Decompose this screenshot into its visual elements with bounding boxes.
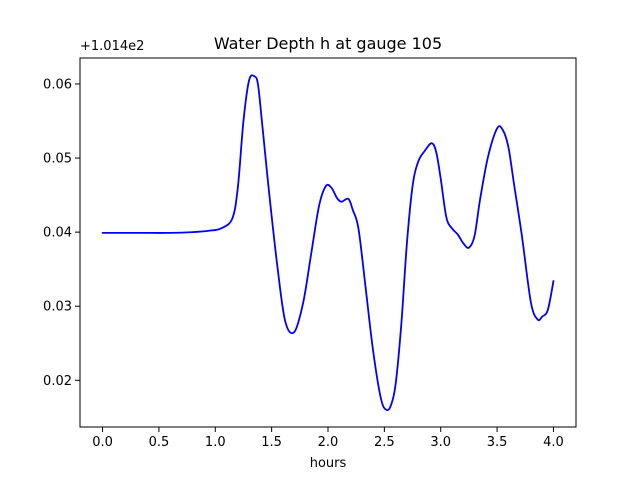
- x-axis: 0.0 0.5 1.0 1.5 2.0 2.5 3.0 3.5 4.0: [92, 427, 564, 450]
- x-tick-label: 4.0: [543, 435, 564, 450]
- x-axis-label: hours: [310, 456, 347, 471]
- x-tick-label: 0.5: [149, 435, 170, 450]
- x-tick-label: 0.0: [92, 435, 113, 450]
- x-tick-label: 3.0: [430, 435, 451, 450]
- chart-title: Water Depth h at gauge 105: [214, 34, 442, 53]
- y-tick-label: 0.05: [43, 152, 72, 167]
- x-tick-label: 1.0: [205, 435, 226, 450]
- x-tick-label: 2.0: [318, 435, 339, 450]
- y-tick-label: 0.03: [43, 300, 72, 315]
- series-line-0: [101, 74, 555, 412]
- x-tick-label: 3.5: [487, 435, 508, 450]
- x-tick-label: 1.5: [261, 435, 282, 450]
- y-tick-label: 0.06: [43, 77, 72, 92]
- y-offset-label: +1.014e2: [80, 39, 144, 54]
- y-tick-label: 0.02: [43, 374, 72, 389]
- x-tick-label: 2.5: [374, 435, 395, 450]
- plot-area: [101, 74, 555, 412]
- y-axis: 0.02 0.03 0.04 0.05 0.06: [43, 77, 80, 389]
- plot-frame: [79, 57, 577, 428]
- y-tick-label: 0.04: [43, 226, 72, 241]
